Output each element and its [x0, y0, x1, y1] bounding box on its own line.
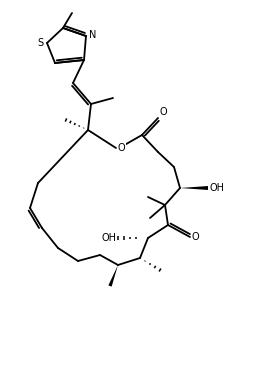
Text: O: O [160, 107, 168, 117]
Polygon shape [180, 186, 208, 190]
Polygon shape [108, 265, 118, 287]
Text: O: O [192, 232, 200, 242]
Text: OH: OH [210, 183, 225, 193]
Text: N: N [89, 30, 96, 40]
Text: OH: OH [101, 233, 116, 243]
Text: S: S [37, 38, 43, 48]
Text: O: O [118, 143, 126, 153]
